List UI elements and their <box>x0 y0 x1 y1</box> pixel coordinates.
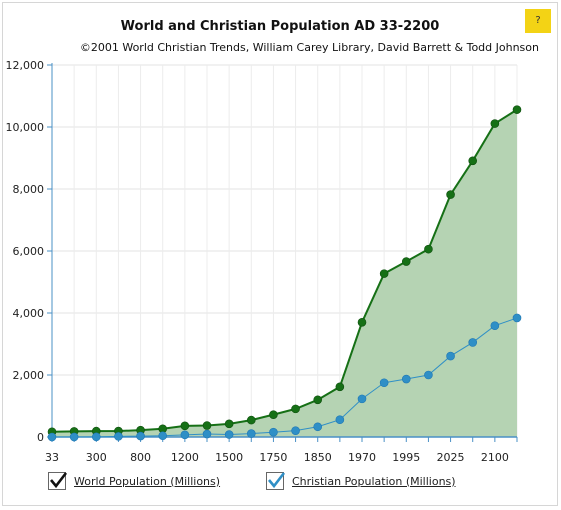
world-point <box>202 421 212 430</box>
y-tick-label: 4,000 <box>13 307 45 320</box>
christian-point <box>446 351 455 361</box>
legend-item-christian[interactable]: Christian Population (Millions) <box>266 472 456 490</box>
x-tick-label: 1200 <box>171 451 199 464</box>
legend-item-world[interactable]: World Population (Millions) <box>48 472 220 490</box>
x-tick-label: 300 <box>86 451 107 464</box>
christian-line <box>51 317 518 438</box>
world-point <box>379 269 389 278</box>
x-tick-label: 2100 <box>481 451 509 464</box>
christian-point <box>246 429 256 438</box>
chart-subtitle: ©2001 World Christian Trends, William Ca… <box>79 41 539 54</box>
checkmark-icon <box>50 472 68 489</box>
x-tick-label: 1750 <box>259 451 287 464</box>
christian-point <box>468 338 478 347</box>
y-tick-label: 12,000 <box>6 59 45 72</box>
christian-point <box>291 426 300 435</box>
world-point <box>180 421 190 431</box>
x-tick-label: 1995 <box>392 451 420 464</box>
world-point <box>335 382 345 392</box>
christian-point <box>224 430 234 439</box>
world-point <box>224 419 234 429</box>
christian-point <box>180 430 190 440</box>
christian-point <box>490 321 500 331</box>
world-point <box>313 395 323 405</box>
y-tick-label: 2,000 <box>13 369 45 382</box>
christian-point <box>202 429 212 439</box>
world-checkbox[interactable] <box>48 472 68 490</box>
christian-checkbox[interactable] <box>266 472 286 490</box>
christian-point <box>47 432 57 442</box>
checkmark-icon <box>268 472 286 489</box>
christian-point <box>379 378 389 388</box>
christian-point <box>69 432 79 442</box>
christian-point <box>357 394 367 404</box>
chart-title: World and Christian Population AD 33-220… <box>120 19 440 34</box>
y-tick-label: 10,000 <box>6 121 45 134</box>
legend-label-world: World Population (Millions) <box>74 474 221 488</box>
legend-label-christian: Christian Population (Millions) <box>292 474 456 488</box>
christian-point <box>269 427 278 437</box>
world-point <box>291 404 300 414</box>
christian-point <box>114 432 123 441</box>
y-tick-label: 8,000 <box>13 183 45 196</box>
world-point <box>490 119 500 128</box>
world-point <box>446 190 455 199</box>
christian-point <box>424 370 433 380</box>
plot-area: 0 2,000 4,000 6,000 8,000 10,000 12,000 33 300 80… <box>6 59 522 464</box>
world-line <box>51 108 518 433</box>
x-tick-label: 33 <box>45 451 59 464</box>
x-tick-label: 800 <box>130 451 151 464</box>
x-tick-label: 1850 <box>304 451 332 464</box>
legend: World Population (Millions) Christian Po… <box>48 472 541 496</box>
world-point <box>246 415 256 425</box>
christian-point <box>313 422 323 432</box>
world-area <box>52 109 517 437</box>
world-point <box>401 257 411 266</box>
christian-point <box>91 432 101 442</box>
x-tick-label: 2025 <box>437 451 465 464</box>
world-point <box>269 410 278 419</box>
christian-point <box>512 313 522 323</box>
christian-point <box>136 431 145 441</box>
y-tick-label: 6,000 <box>13 245 45 258</box>
world-point <box>424 244 433 254</box>
y-tick-label: 0 <box>37 431 44 444</box>
help-button[interactable]: ? <box>525 9 551 33</box>
world-point <box>468 156 478 166</box>
world-point <box>357 317 367 327</box>
christian-point <box>158 431 168 441</box>
x-tick-label: 1970 <box>348 451 376 464</box>
christian-point <box>335 415 345 425</box>
world-point <box>512 105 522 114</box>
x-tick-label: 1500 <box>215 451 243 464</box>
christian-point <box>401 374 411 384</box>
